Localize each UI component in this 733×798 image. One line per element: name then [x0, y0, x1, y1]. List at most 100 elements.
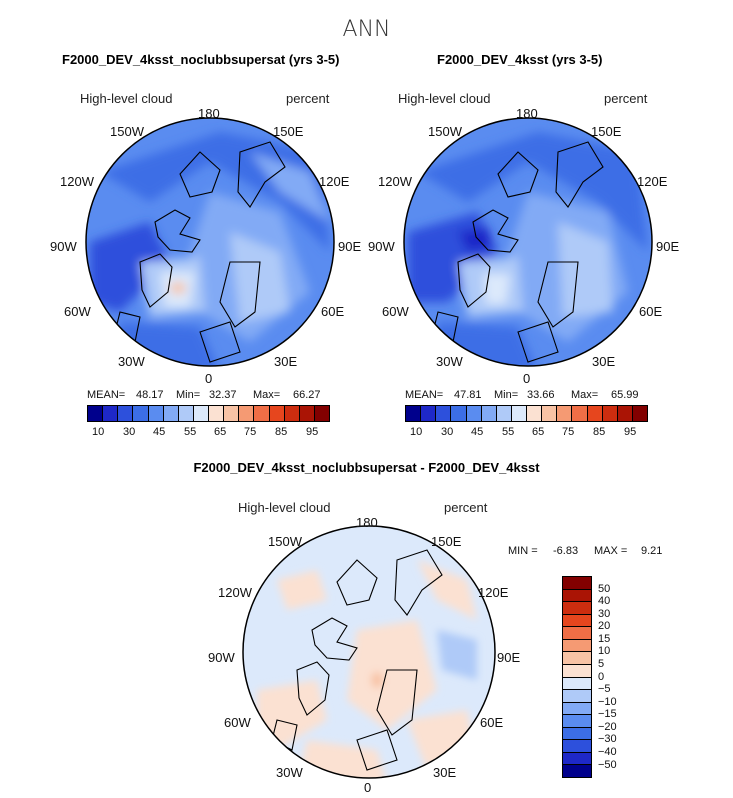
- lon-30e: 30E: [433, 765, 457, 780]
- lon-90e: 90E: [656, 239, 680, 254]
- panel1-max-value: 66.27: [293, 389, 321, 401]
- colorbar-swatch: [571, 406, 587, 421]
- panel2-max-value: 65.99: [611, 389, 639, 401]
- cb3-label: −5: [598, 683, 611, 695]
- colorbar-swatch: [563, 726, 591, 740]
- colorbar-swatch: [132, 406, 148, 421]
- lon-150e: 150E: [431, 534, 462, 549]
- lon-30w: 30W: [276, 765, 303, 780]
- colorbar-swatch: [563, 739, 591, 752]
- colorbar-swatch: [435, 406, 451, 421]
- lon-60w: 60W: [224, 715, 251, 730]
- cb3-label: 50: [598, 583, 611, 595]
- cb2-label: 95: [624, 426, 637, 438]
- lon-30w: 30W: [118, 354, 145, 369]
- cb1-label: 65: [214, 426, 227, 438]
- lon-150w: 150W: [268, 534, 302, 549]
- cb2-label: 30: [441, 426, 454, 438]
- panel1-min-label: Min=: [176, 389, 201, 401]
- colorbar-swatch: [238, 406, 254, 421]
- colorbar-swatch: [563, 764, 591, 777]
- colorbar-swatch: [563, 663, 591, 677]
- colorbar-swatch: [563, 626, 591, 639]
- panel1-mean-value: 48.17: [136, 389, 164, 401]
- panel2-polar-map: [403, 117, 653, 367]
- lon-150w: 150W: [428, 124, 462, 139]
- lon-120e: 120E: [637, 174, 668, 189]
- map-border: [242, 525, 496, 779]
- panel1-variable: High-level cloud: [80, 91, 173, 106]
- colorbar-swatch: [268, 406, 284, 421]
- cb1-label: 75: [244, 426, 257, 438]
- panel3-title: F2000_DEV_4ksst_noclubbsupersat - F2000_…: [193, 460, 540, 475]
- colorbar-swatch: [563, 601, 591, 614]
- colorbar-swatch: [223, 406, 239, 421]
- colorbar-swatch: [563, 638, 591, 652]
- colorbar-swatch: [563, 651, 591, 664]
- cb3-label: 10: [598, 645, 611, 657]
- colorbar-swatch: [192, 406, 208, 421]
- colorbar-swatch: [465, 406, 481, 421]
- lon-60e: 60E: [639, 304, 663, 319]
- lon-0: 0: [205, 371, 213, 386]
- panel1-units: percent: [286, 91, 330, 106]
- lon-0: 0: [364, 780, 372, 795]
- lon-180: 180: [516, 106, 538, 121]
- panel1-polar-map: [85, 117, 335, 367]
- lon-120w: 120W: [60, 174, 94, 189]
- colorbar-swatch: [313, 406, 329, 421]
- colorbar-swatch: [406, 406, 421, 421]
- colorbar-swatch: [510, 406, 526, 421]
- lon-90w: 90W: [50, 239, 77, 254]
- lon-90w: 90W: [208, 650, 235, 665]
- map-border: [85, 117, 335, 367]
- lon-90w: 90W: [368, 239, 395, 254]
- panel1-max-label: Max=: [253, 389, 281, 401]
- lon-90e: 90E: [338, 239, 362, 254]
- cb3-label: 15: [598, 633, 611, 645]
- lon-60e: 60E: [321, 304, 345, 319]
- cb2-label: 45: [471, 426, 484, 438]
- colorbar-swatch: [563, 613, 591, 627]
- colorbar-swatch: [563, 676, 591, 690]
- colorbar-swatch: [147, 406, 163, 421]
- cb1-label: 45: [153, 426, 166, 438]
- lon-150w: 150W: [110, 124, 144, 139]
- cb1-label: 95: [306, 426, 319, 438]
- panel2-title: F2000_DEV_4ksst (yrs 3-5): [437, 52, 603, 67]
- cb3-label: −10: [598, 696, 617, 708]
- panel2-min-value: 33.66: [527, 389, 555, 401]
- colorbar-swatch: [253, 406, 269, 421]
- cb1-label: 10: [92, 426, 105, 438]
- cb3-label: −20: [598, 721, 617, 733]
- colorbar-swatch: [117, 406, 133, 421]
- cb3-label: 40: [598, 595, 611, 607]
- panel3-units: percent: [444, 500, 488, 515]
- colorbar-swatch: [420, 406, 436, 421]
- colorbar-swatch: [616, 406, 632, 421]
- colorbar-swatch: [162, 406, 178, 421]
- colorbar-swatch: [526, 406, 542, 421]
- lon-120e: 120E: [319, 174, 350, 189]
- colorbar-swatch: [563, 714, 591, 727]
- colorbar-swatch: [177, 406, 193, 421]
- colorbar-swatch: [480, 406, 496, 421]
- panel2-mean-value: 47.81: [454, 389, 482, 401]
- colorbar-swatch: [563, 689, 591, 702]
- lon-30e: 30E: [592, 354, 616, 369]
- lon-30w: 30W: [436, 354, 463, 369]
- lon-120w: 120W: [218, 585, 252, 600]
- main-title: ANN: [342, 17, 391, 42]
- cb3-label: −40: [598, 746, 617, 758]
- panel3-polar-map: [242, 525, 496, 779]
- cb2-label: 75: [562, 426, 575, 438]
- cb3-label: −15: [598, 708, 617, 720]
- coastlines: [114, 141, 286, 363]
- panel2-max-label: Max=: [571, 389, 599, 401]
- cb2-label: 85: [593, 426, 606, 438]
- cb3-label: 0: [598, 671, 605, 683]
- colorbar-swatch: [495, 406, 511, 421]
- lon-120w: 120W: [378, 174, 412, 189]
- coastlines: [432, 141, 604, 363]
- lon-120e: 120E: [478, 585, 509, 600]
